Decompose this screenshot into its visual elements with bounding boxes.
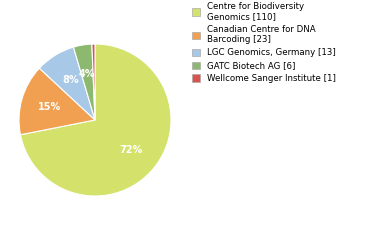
- Wedge shape: [92, 44, 95, 120]
- Text: 8%: 8%: [62, 75, 79, 85]
- Wedge shape: [73, 44, 95, 120]
- Text: 4%: 4%: [79, 68, 95, 78]
- Wedge shape: [19, 68, 95, 135]
- Legend: Centre for Biodiversity
Genomics [110], Canadian Centre for DNA
Barcoding [23], : Centre for Biodiversity Genomics [110], …: [190, 0, 338, 85]
- Text: 72%: 72%: [120, 145, 143, 155]
- Wedge shape: [40, 47, 95, 120]
- Wedge shape: [21, 44, 171, 196]
- Text: 15%: 15%: [38, 102, 61, 112]
